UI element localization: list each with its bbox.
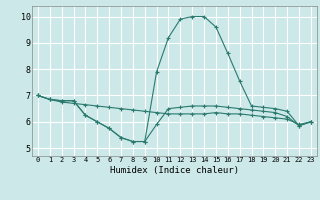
X-axis label: Humidex (Indice chaleur): Humidex (Indice chaleur) [110, 166, 239, 175]
